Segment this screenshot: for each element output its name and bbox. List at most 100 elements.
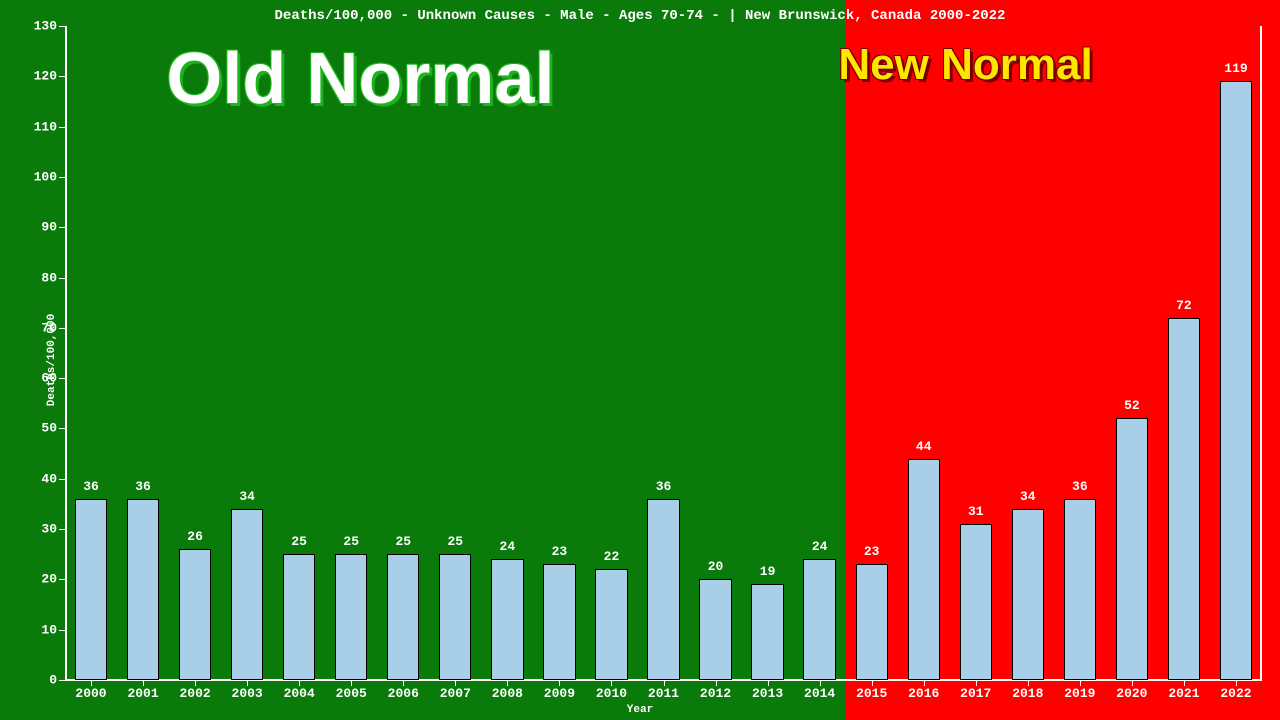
bar-value-label: 36 xyxy=(83,479,99,494)
bar-value-label: 44 xyxy=(916,439,932,454)
bar xyxy=(960,524,992,680)
xtick-label: 2021 xyxy=(1168,686,1199,701)
bar-value-label: 25 xyxy=(291,534,307,549)
bar xyxy=(647,499,679,680)
ytick-mark xyxy=(59,26,65,27)
ytick-mark xyxy=(59,579,65,580)
ytick-mark xyxy=(59,278,65,279)
bar xyxy=(543,564,575,680)
ytick-label: 90 xyxy=(25,220,57,235)
bar-value-label: 31 xyxy=(968,504,984,519)
ytick-label: 80 xyxy=(25,270,57,285)
chart-container: Deaths/100,000 - Unknown Causes - Male -… xyxy=(0,0,1280,720)
ytick-label: 0 xyxy=(25,673,57,688)
bar-value-label: 34 xyxy=(1020,489,1036,504)
xtick-label: 2001 xyxy=(127,686,158,701)
bar-value-label: 24 xyxy=(500,539,516,554)
bar-value-label: 20 xyxy=(708,559,724,574)
ytick-label: 110 xyxy=(25,119,57,134)
ytick-label: 30 xyxy=(25,522,57,537)
bar-value-label: 25 xyxy=(395,534,411,549)
bar xyxy=(1064,499,1096,680)
ytick-mark xyxy=(59,529,65,530)
bar xyxy=(908,459,940,680)
ytick-label: 70 xyxy=(25,320,57,335)
ytick-label: 130 xyxy=(25,19,57,34)
ytick-mark xyxy=(59,479,65,480)
bar xyxy=(335,554,367,680)
overlay-text: New Normal xyxy=(838,40,1092,90)
bar-value-label: 36 xyxy=(135,479,151,494)
bar xyxy=(439,554,471,680)
bar-value-label: 24 xyxy=(812,539,828,554)
xtick-label: 2005 xyxy=(336,686,367,701)
ytick-label: 40 xyxy=(25,471,57,486)
ytick-mark xyxy=(59,378,65,379)
bar xyxy=(491,559,523,680)
bar-value-label: 26 xyxy=(187,529,203,544)
y-axis-right xyxy=(1260,26,1262,680)
bar-value-label: 36 xyxy=(1072,479,1088,494)
xtick-label: 2009 xyxy=(544,686,575,701)
xtick-label: 2017 xyxy=(960,686,991,701)
xtick-label: 2012 xyxy=(700,686,731,701)
bar-value-label: 34 xyxy=(239,489,255,504)
bar-value-label: 36 xyxy=(656,479,672,494)
bar xyxy=(283,554,315,680)
xtick-label: 2022 xyxy=(1220,686,1251,701)
x-axis-label: Year xyxy=(0,704,1280,716)
bar xyxy=(699,579,731,680)
bar xyxy=(231,509,263,680)
bar-value-label: 72 xyxy=(1176,298,1192,313)
xtick-label: 2002 xyxy=(179,686,210,701)
bar-value-label: 25 xyxy=(343,534,359,549)
xtick-label: 2015 xyxy=(856,686,887,701)
xtick-label: 2019 xyxy=(1064,686,1095,701)
ytick-mark xyxy=(59,227,65,228)
ytick-label: 100 xyxy=(25,169,57,184)
bar xyxy=(1012,509,1044,680)
bar-value-label: 52 xyxy=(1124,398,1140,413)
chart-title: Deaths/100,000 - Unknown Causes - Male -… xyxy=(0,8,1280,24)
bar xyxy=(127,499,159,680)
bar xyxy=(387,554,419,680)
xtick-label: 2006 xyxy=(388,686,419,701)
ytick-mark xyxy=(59,76,65,77)
bar-value-label: 19 xyxy=(760,564,776,579)
bar-value-label: 22 xyxy=(604,549,620,564)
bar xyxy=(595,569,627,680)
ytick-label: 50 xyxy=(25,421,57,436)
plot-area: 0102030405060708090100110120130362000362… xyxy=(65,26,1262,680)
xtick-label: 2000 xyxy=(75,686,106,701)
xtick-label: 2013 xyxy=(752,686,783,701)
ytick-label: 10 xyxy=(25,622,57,637)
bar xyxy=(179,549,211,680)
xtick-label: 2007 xyxy=(440,686,471,701)
xtick-label: 2004 xyxy=(284,686,315,701)
xtick-label: 2016 xyxy=(908,686,939,701)
xtick-label: 2003 xyxy=(232,686,263,701)
ytick-mark xyxy=(59,680,65,681)
xtick-label: 2010 xyxy=(596,686,627,701)
ytick-mark xyxy=(59,127,65,128)
bar xyxy=(1168,318,1200,680)
bar-value-label: 25 xyxy=(448,534,464,549)
xtick-label: 2018 xyxy=(1012,686,1043,701)
bar-value-label: 23 xyxy=(552,544,568,559)
xtick-label: 2020 xyxy=(1116,686,1147,701)
ytick-mark xyxy=(59,630,65,631)
ytick-mark xyxy=(59,428,65,429)
bar xyxy=(75,499,107,680)
ytick-label: 120 xyxy=(25,69,57,84)
bar-value-label: 23 xyxy=(864,544,880,559)
bar xyxy=(751,584,783,680)
bar-value-label: 119 xyxy=(1224,61,1247,76)
bar xyxy=(856,564,888,680)
bar xyxy=(1116,418,1148,680)
ytick-label: 20 xyxy=(25,572,57,587)
bar xyxy=(803,559,835,680)
y-axis xyxy=(65,26,67,680)
ytick-mark xyxy=(59,177,65,178)
overlay-text: Old Normal xyxy=(166,38,554,120)
ytick-label: 60 xyxy=(25,371,57,386)
